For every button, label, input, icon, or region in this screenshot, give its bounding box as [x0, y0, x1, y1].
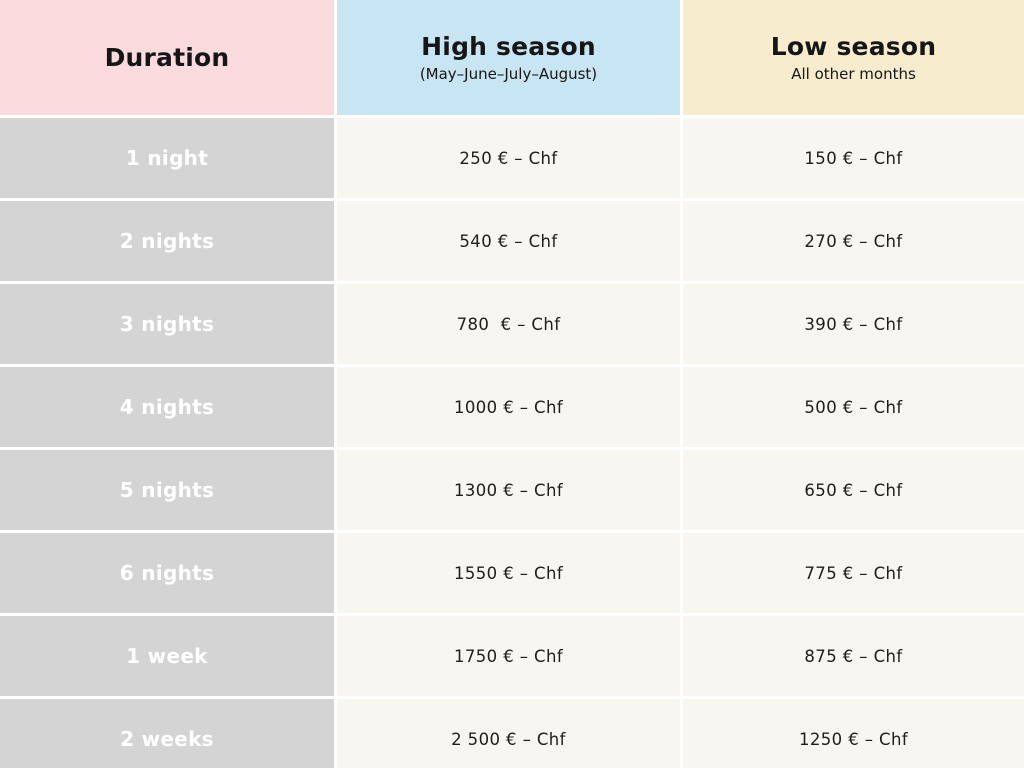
- high-season-price-cell: 1750 € – Chf: [337, 616, 680, 696]
- high-season-price-cell: 2 500 € – Chf: [337, 699, 680, 768]
- low-season-price-cell: 875 € – Chf: [683, 616, 1024, 696]
- high-season-price-cell: 540 € – Chf: [337, 201, 680, 281]
- low-season-price-cell: 390 € – Chf: [683, 284, 1024, 364]
- low-season-price-cell: 775 € – Chf: [683, 533, 1024, 613]
- high-season-price-cell: 780 € – Chf: [337, 284, 680, 364]
- low-season-price-cell: 1250 € – Chf: [683, 699, 1024, 768]
- header-cell-low-season: Low season All other months: [683, 0, 1024, 115]
- header-cell-high-season: High season (May–June–July–August): [337, 0, 680, 115]
- low-season-subtitle: All other months: [791, 65, 916, 83]
- high-season-price-cell: 250 € – Chf: [337, 118, 680, 198]
- low-season-title: Low season: [770, 32, 937, 61]
- duration-cell: 1 night: [0, 118, 334, 198]
- duration-cell: 4 nights: [0, 367, 334, 447]
- duration-cell: 3 nights: [0, 284, 334, 364]
- header-cell-duration: Duration: [0, 0, 334, 115]
- low-season-price-cell: 150 € – Chf: [683, 118, 1024, 198]
- low-season-price-cell: 270 € – Chf: [683, 201, 1024, 281]
- high-season-subtitle: (May–June–July–August): [419, 65, 598, 83]
- duration-cell: 2 weeks: [0, 699, 334, 768]
- high-season-price-cell: 1000 € – Chf: [337, 367, 680, 447]
- duration-cell: 1 week: [0, 616, 334, 696]
- duration-cell: 6 nights: [0, 533, 334, 613]
- low-season-price-cell: 650 € – Chf: [683, 450, 1024, 530]
- duration-column-title: Duration: [104, 42, 230, 72]
- low-season-price-cell: 500 € – Chf: [683, 367, 1024, 447]
- high-season-title: High season: [421, 32, 596, 61]
- high-season-price-cell: 1300 € – Chf: [337, 450, 680, 530]
- duration-cell: 5 nights: [0, 450, 334, 530]
- high-season-price-cell: 1550 € – Chf: [337, 533, 680, 613]
- duration-cell: 2 nights: [0, 201, 334, 281]
